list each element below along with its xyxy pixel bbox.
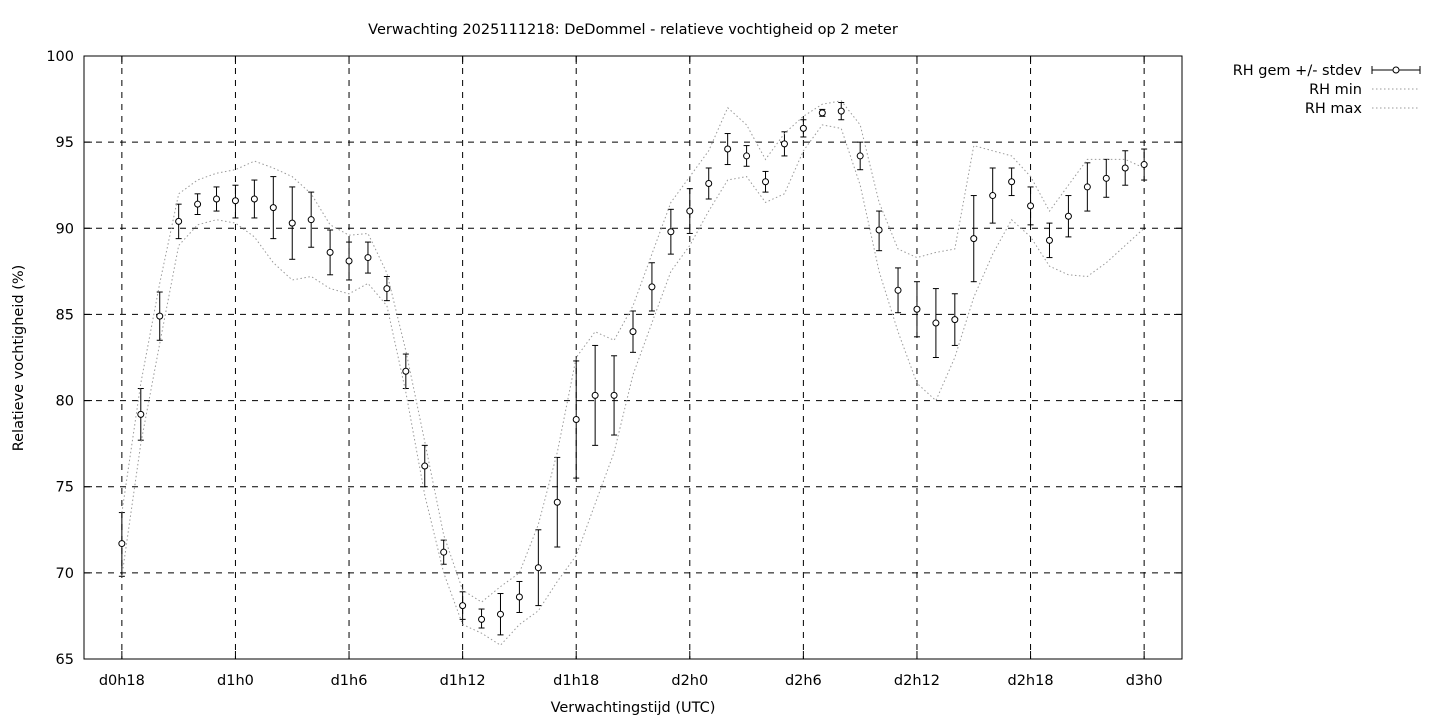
mean-point (195, 201, 201, 207)
mean-point (384, 286, 390, 292)
plot-frame (84, 56, 1182, 659)
mean-point (1103, 175, 1109, 181)
mean-point (706, 180, 712, 186)
y-tick-label: 100 (46, 49, 74, 65)
mean-point (1084, 184, 1090, 190)
mean-point (1122, 165, 1128, 171)
x-tick-label: d1h12 (440, 673, 486, 689)
series-layer (119, 101, 1147, 645)
mean-point (819, 110, 825, 116)
mean-point (214, 196, 220, 202)
mean-point (535, 565, 541, 571)
x-axis-label: Verwachtingstijd (UTC) (551, 700, 716, 716)
mean-point (232, 198, 238, 204)
x-tick-label: d1h18 (553, 673, 599, 689)
mean-point (914, 306, 920, 312)
x-tick-label: d2h6 (785, 673, 822, 689)
mean-point (516, 594, 522, 600)
mean-point (403, 368, 409, 374)
mean-point (876, 227, 882, 233)
x-tick-label: d0h18 (99, 673, 145, 689)
mean-point (289, 220, 295, 226)
chart-title: Verwachting 2025111218: DeDommel - relat… (368, 22, 898, 38)
y-tick-label: 95 (56, 135, 74, 151)
y-tick-label: 75 (56, 480, 74, 496)
mean-point (1046, 237, 1052, 243)
mean-point (687, 208, 693, 214)
mean-point (611, 392, 617, 398)
mean-point (725, 146, 731, 152)
mean-point (327, 249, 333, 255)
x-tick-label: d2h12 (894, 673, 940, 689)
legend-label: RH gem +/- stdev (1233, 63, 1363, 79)
grid-layer (84, 56, 1182, 659)
mean-point (630, 329, 636, 335)
x-tick-label: d2h0 (671, 673, 708, 689)
mean-point (365, 255, 371, 261)
mean-point (573, 417, 579, 423)
mean-point (668, 229, 674, 235)
mean-point (971, 236, 977, 242)
x-tick-label: d2h18 (1008, 673, 1054, 689)
mean-point (479, 616, 485, 622)
mean-point (157, 313, 163, 319)
mean-point (592, 392, 598, 398)
y-axis-label: Relatieve vochtigheid (%) (11, 265, 27, 452)
mean-point (744, 153, 750, 159)
legend-swatch-point (1393, 67, 1399, 73)
mean-point (838, 108, 844, 114)
mean-point (270, 205, 276, 211)
mean-point (649, 284, 655, 290)
y-tick-label: 70 (56, 566, 74, 582)
mean-point (857, 153, 863, 159)
x-tick-label: d1h0 (217, 673, 254, 689)
mean-point (1028, 203, 1034, 209)
mean-point (441, 549, 447, 555)
y-tick-label: 90 (56, 221, 74, 237)
mean-point (497, 611, 503, 617)
mean-point (422, 463, 428, 469)
mean-point (308, 217, 314, 223)
y-tick-label: 80 (56, 394, 74, 410)
legend-label: RH min (1309, 82, 1362, 98)
legend: RH gem +/- stdev RH min RH max (1233, 63, 1420, 117)
mean-point (990, 193, 996, 199)
mean-point (346, 258, 352, 264)
mean-point (176, 218, 182, 224)
legend-label: RH max (1305, 101, 1363, 117)
mean-point (800, 125, 806, 131)
mean-point (554, 499, 560, 505)
mean-point (460, 603, 466, 609)
series-line-rh-min (122, 125, 1144, 645)
mean-point (1065, 213, 1071, 219)
mean-point (1009, 179, 1015, 185)
mean-point (933, 320, 939, 326)
mean-point (895, 287, 901, 293)
x-tick-label: d1h6 (331, 673, 368, 689)
mean-point (119, 541, 125, 547)
x-tick-label: d3h0 (1126, 673, 1163, 689)
mean-point (251, 196, 257, 202)
mean-point (781, 141, 787, 147)
y-tick-label: 85 (56, 307, 74, 323)
mean-point (138, 411, 144, 417)
mean-point (763, 179, 769, 185)
y-tick-label: 65 (56, 652, 74, 668)
mean-point (952, 317, 958, 323)
